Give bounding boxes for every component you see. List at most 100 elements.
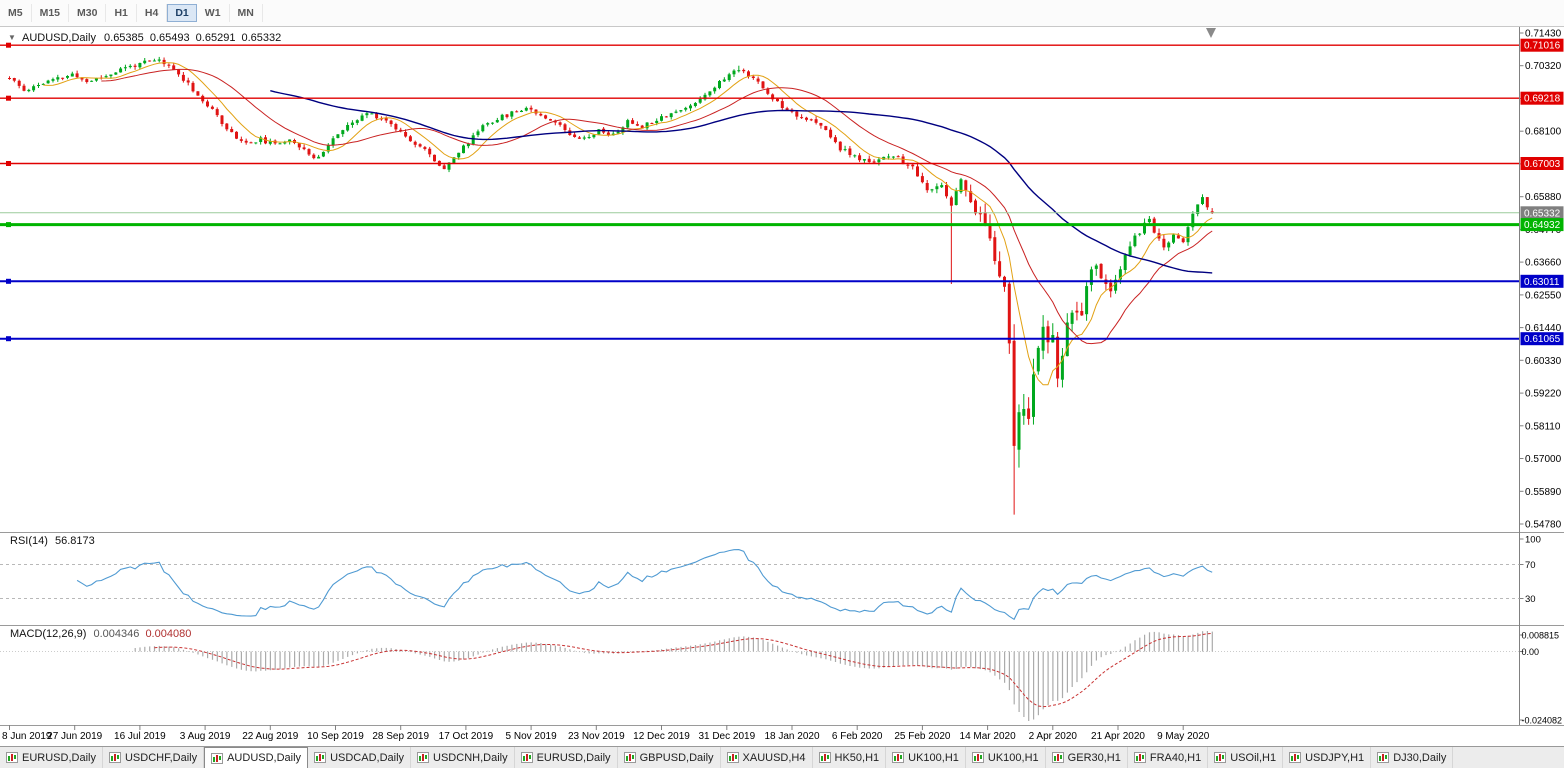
- mini-chart-icon: [211, 752, 224, 764]
- chart-tab-hk50-h1[interactable]: HK50,H1: [813, 747, 887, 768]
- hline-handle[interactable]: [6, 161, 11, 166]
- chart-tab-dj30-daily[interactable]: DJ30,Daily: [1371, 747, 1454, 768]
- horizontal-lines-layer: [0, 42, 1520, 342]
- time-axis-label: 3 Aug 2019: [180, 731, 231, 742]
- chart-tab-xauusd-h4[interactable]: XAUUSD,H4: [721, 747, 813, 768]
- time-axis-label: 18 Jan 2020: [764, 731, 819, 742]
- timeframe-button-m30[interactable]: M30: [69, 3, 107, 23]
- chart-tab-usdjpy-h1[interactable]: USDJPY,H1: [1283, 747, 1372, 768]
- hline-handle[interactable]: [6, 95, 11, 101]
- mini-chart-icon: [1051, 752, 1064, 763]
- price-badge: [1520, 157, 1564, 170]
- timeframe-button-mn[interactable]: MN: [230, 3, 263, 23]
- ohlc-low-value: 0.65291: [195, 32, 236, 44]
- mini-chart-icon: [623, 752, 636, 763]
- chart-symbol-label: AUDUSD,Daily: [21, 32, 96, 44]
- chart-tab-label: UK100,H1: [908, 751, 959, 764]
- price-badge-label: 0.67003: [1524, 159, 1561, 170]
- macd-pane[interactable]: 0.008815 0.00 -0.024082: [0, 631, 1562, 726]
- time-axis-label: 28 Sep 2019: [372, 731, 429, 742]
- time-axis-label: 14 Mar 2020: [960, 731, 1017, 742]
- rsi-indicator-value: 56.8173: [54, 535, 95, 547]
- macd-main-value: 0.004346: [93, 628, 140, 640]
- rsi-axis-label: 30: [1525, 594, 1536, 605]
- chart-tab-usdcad-daily[interactable]: USDCAD,Daily: [308, 747, 412, 768]
- price-axis-label: 0.58110: [1525, 421, 1561, 432]
- chart-tab-uk100-h1[interactable]: UK100,H1: [886, 747, 966, 768]
- price-badge: [1520, 274, 1564, 288]
- chart-tab-label: USDJPY,H1: [1305, 751, 1365, 764]
- chart-canvas[interactable]: 0.714300.703200.692100.681000.669900.658…: [0, 27, 1564, 747]
- hline-handle[interactable]: [6, 278, 11, 284]
- chart-tab-label: USDCNH,Daily: [433, 751, 508, 764]
- chart-tab-usdcnh-daily[interactable]: USDCNH,Daily: [411, 747, 515, 768]
- rsi-line: [76, 549, 1213, 621]
- price-axis-label: 0.61440: [1525, 323, 1562, 334]
- chart-tab-label: USDCAD,Daily: [330, 751, 405, 764]
- collapse-triangle-icon[interactable]: ▼: [8, 33, 16, 42]
- price-badge: [1520, 332, 1564, 346]
- timeframe-button-h1[interactable]: H1: [106, 3, 137, 23]
- mini-chart-icon: [1133, 752, 1146, 763]
- price-axis-label: 0.68100: [1525, 127, 1562, 138]
- mini-chart-icon: [1377, 752, 1390, 763]
- price-axis-label: 0.70320: [1525, 61, 1562, 72]
- chart-tabs-bar: EURUSD,Daily USDCHF,Daily AUDUSD,Daily USDC…: [0, 746, 1564, 768]
- rsi-pane[interactable]: 100 70 30: [0, 535, 1541, 621]
- price-axis-label: 0.71430: [1525, 29, 1562, 40]
- mini-chart-icon: [971, 752, 984, 763]
- price-axis-label: 0.63660: [1525, 258, 1562, 269]
- hline-handle[interactable]: [6, 222, 11, 228]
- time-axis-label: 6 Feb 2020: [832, 731, 883, 742]
- chart-shift-marker[interactable]: [1206, 28, 1216, 38]
- time-axis-label: 23 Nov 2019: [568, 731, 625, 742]
- chart-tab-ger30-h1[interactable]: GER30,H1: [1046, 747, 1128, 768]
- mini-chart-icon: [1214, 752, 1227, 763]
- mini-chart-icon: [520, 752, 533, 763]
- time-axis-label: 17 Oct 2019: [439, 731, 494, 742]
- chart-tab-label: DJ30,Daily: [1393, 751, 1447, 764]
- chart-tab-eurusd-daily[interactable]: EURUSD,Daily: [515, 747, 618, 768]
- price-axis-label: 0.65880: [1525, 192, 1562, 203]
- price-axis[interactable]: 0.714300.703200.692100.681000.669900.658…: [1519, 27, 1564, 725]
- chart-tab-label: HK50,H1: [834, 751, 880, 764]
- timeframe-button-m15[interactable]: M15: [32, 3, 70, 23]
- chart-tab-eurusd-daily[interactable]: EURUSD,Daily: [0, 747, 103, 768]
- macd-signal-value: 0.004080: [145, 628, 192, 640]
- mini-chart-icon: [726, 752, 739, 763]
- time-axis-label: 21 Apr 2020: [1091, 731, 1145, 742]
- chart-tab-gbpusd-daily[interactable]: GBPUSD,Daily: [618, 747, 721, 768]
- price-badge: [1520, 206, 1564, 220]
- price-badge-label: 0.69218: [1524, 94, 1561, 105]
- main-price-pane[interactable]: [0, 42, 1520, 515]
- macd-histogram: [134, 631, 1213, 721]
- rsi-axis-label: 100: [1525, 535, 1541, 546]
- rsi-indicator-name: RSI(14): [10, 535, 48, 547]
- chart-tab-label: FRA40,H1: [1149, 751, 1202, 764]
- chart-tab-usoil-h1[interactable]: USOil,H1: [1208, 747, 1284, 768]
- timeframe-button-h4[interactable]: H4: [137, 3, 168, 23]
- timeframe-button-m5[interactable]: M5: [0, 3, 32, 23]
- timeframe-button-w1[interactable]: W1: [197, 3, 230, 23]
- time-axis-label: 5 Nov 2019: [506, 731, 558, 742]
- ohlc-close-value: 0.65332: [241, 32, 282, 44]
- hline-handle[interactable]: [6, 42, 11, 48]
- time-axis-label: 9 May 2020: [1157, 731, 1210, 742]
- time-axis-label: 2 Apr 2020: [1029, 731, 1078, 742]
- chart-tab-fra40-h1[interactable]: FRA40,H1: [1128, 747, 1209, 768]
- chart-tab-usdchf-daily[interactable]: USDCHF,Daily: [103, 747, 205, 768]
- chart-tab-audusd-daily[interactable]: AUDUSD,Daily: [204, 747, 309, 768]
- timeframe-button-d1[interactable]: D1: [167, 3, 197, 23]
- macd-indicator-name: MACD(12,26,9): [10, 628, 87, 640]
- price-axis-label: 0.60330: [1525, 356, 1562, 367]
- hline-handle[interactable]: [6, 336, 11, 342]
- chart-tab-uk100-h1[interactable]: UK100,H1: [966, 747, 1046, 768]
- chart-tab-label: GBPUSD,Daily: [639, 751, 714, 764]
- price-axis-label: 0.54780: [1525, 520, 1562, 531]
- chart-tab-label: USDCHF,Daily: [124, 751, 198, 764]
- chart-tab-label: GER30,H1: [1067, 751, 1121, 764]
- chart-tab-label: XAUUSD,H4: [742, 751, 806, 764]
- price-badge-label: 0.65332: [1524, 208, 1561, 219]
